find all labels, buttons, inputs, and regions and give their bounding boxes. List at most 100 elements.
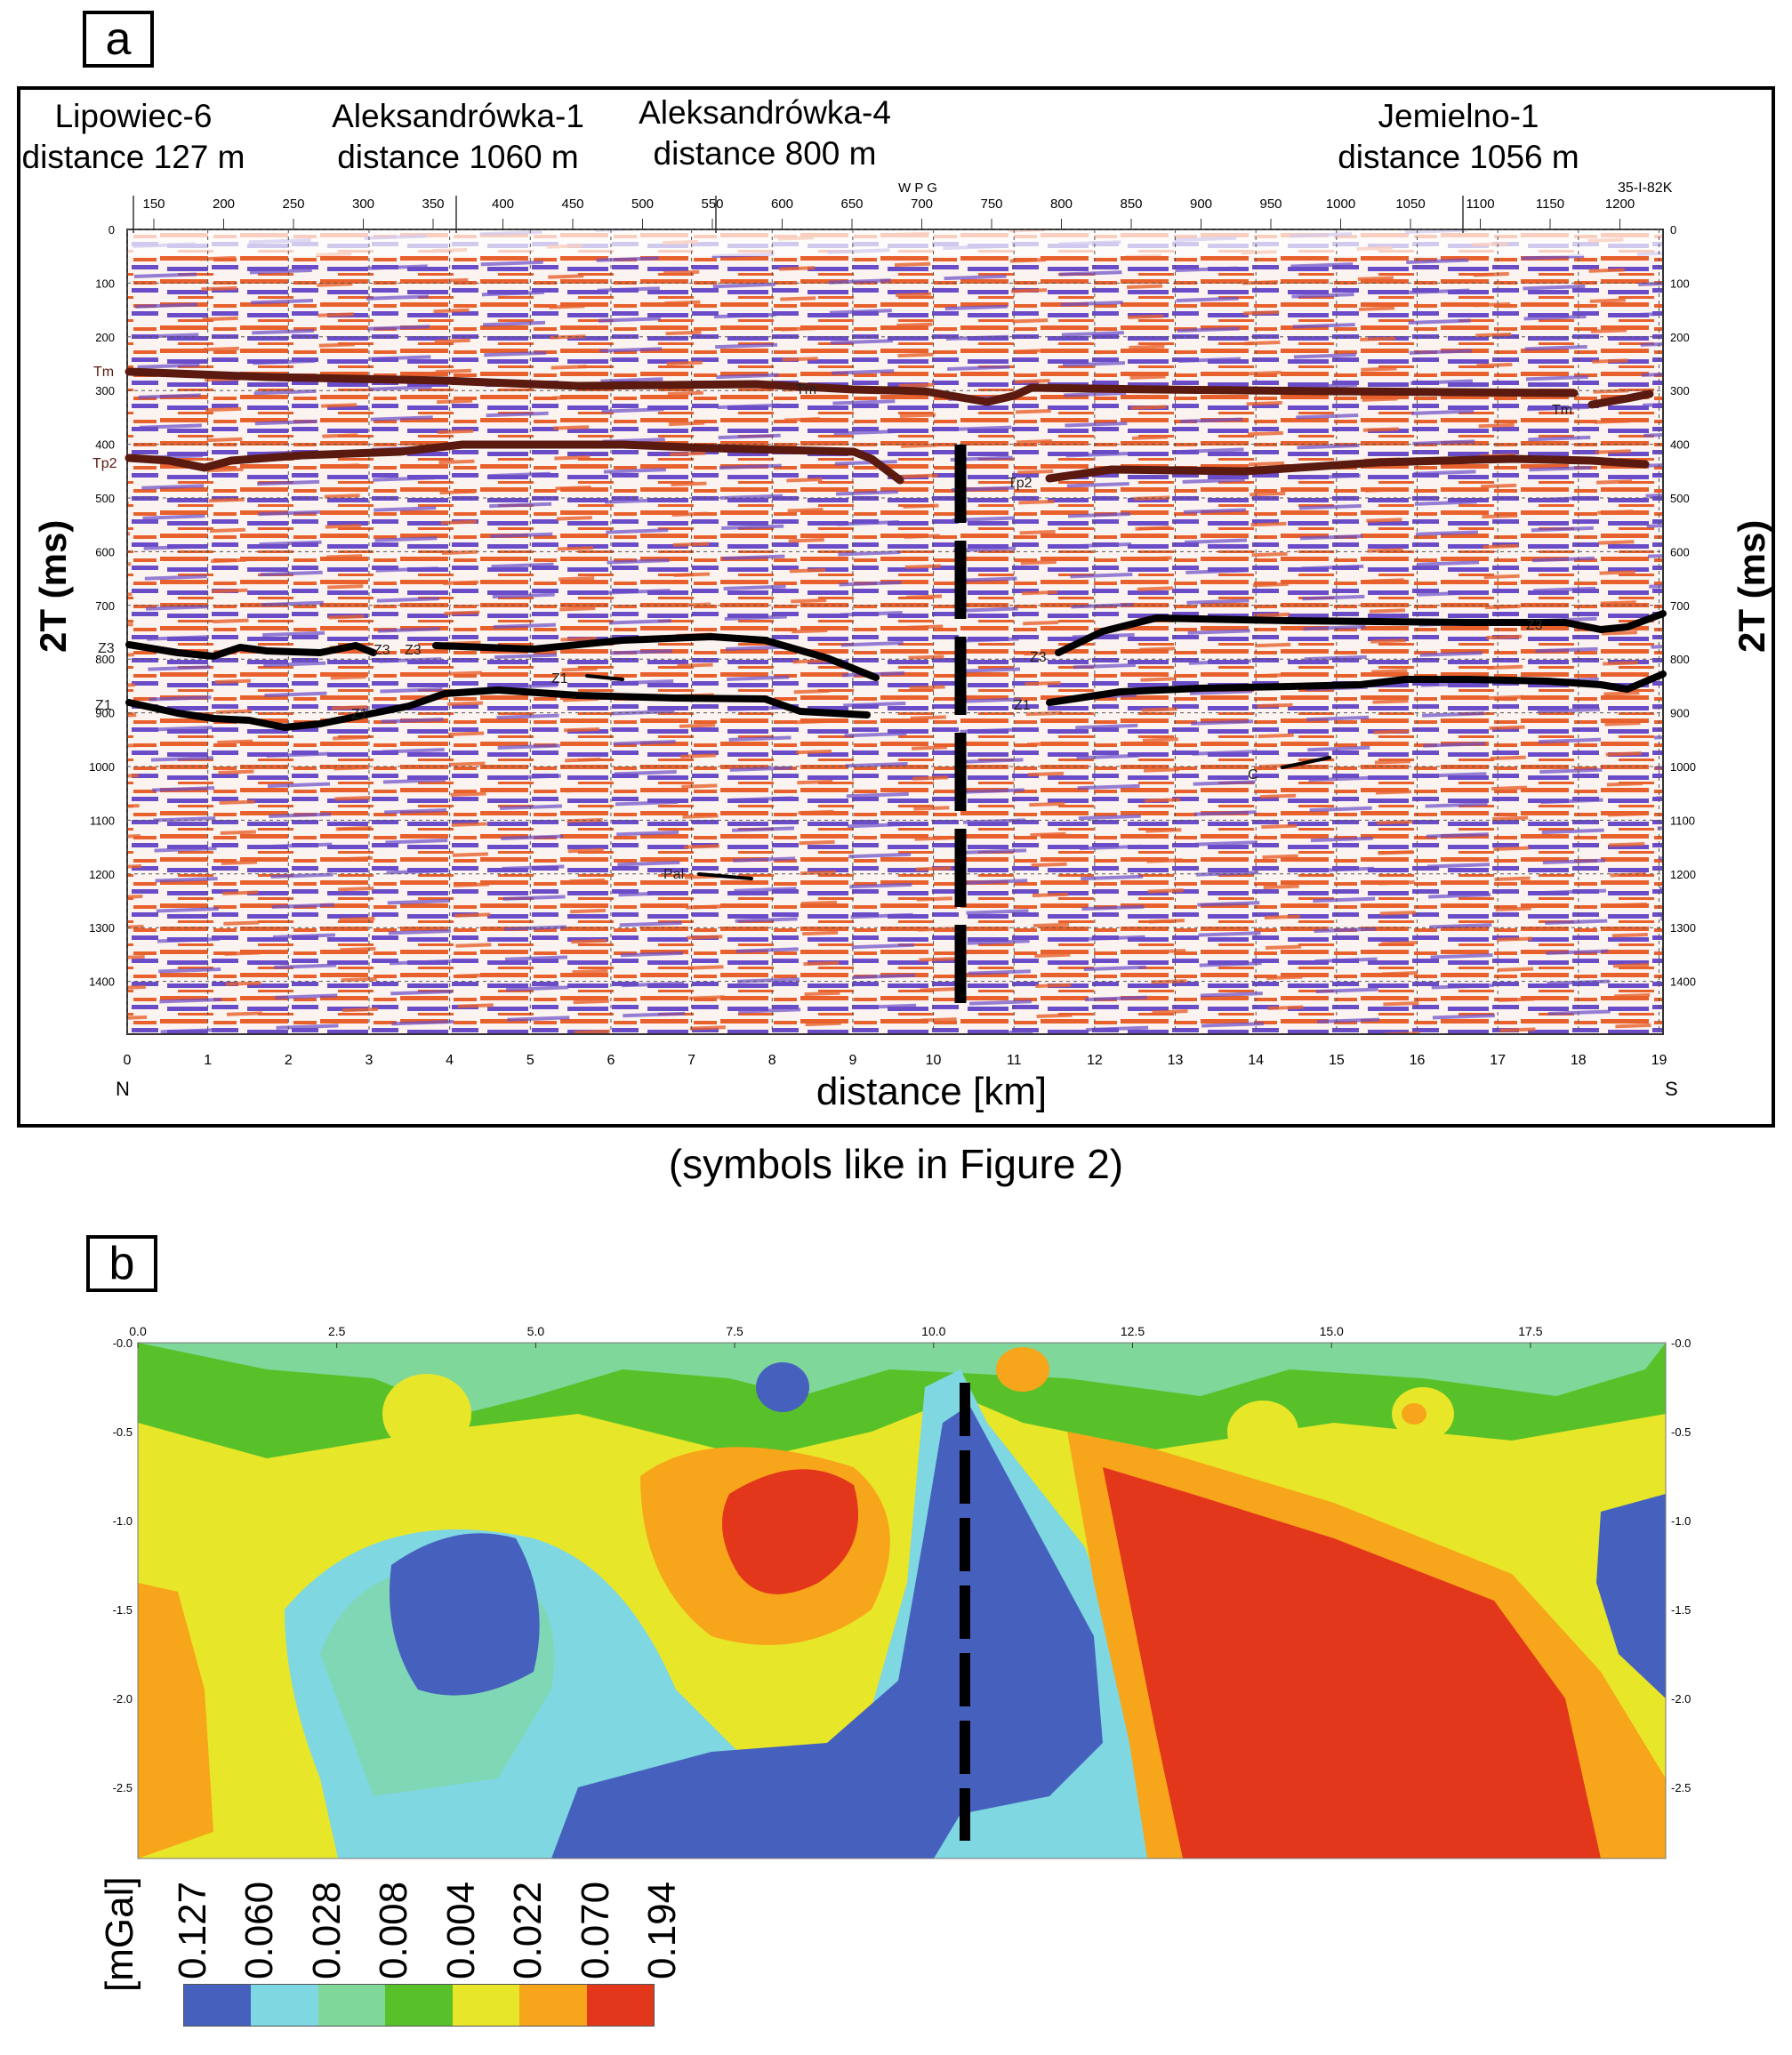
cdp-tick: 1000	[1326, 197, 1355, 212]
contour-patch	[1227, 1401, 1298, 1463]
time-tick-left: 1400	[89, 975, 115, 989]
time-tick-right: 800	[1670, 653, 1690, 666]
cdp-tick: 500	[631, 197, 654, 212]
well-distance: distance 1060 m	[337, 139, 579, 175]
distance-tick: 13	[1168, 1053, 1184, 1068]
time-tick-right: 1300	[1670, 921, 1696, 935]
well-name: Aleksandrówka-4	[639, 94, 891, 131]
color-scale	[183, 1984, 655, 2027]
time-tick-left: 200	[95, 331, 115, 344]
cdp-tick: 1050	[1395, 197, 1425, 212]
legend-value: 0.004	[438, 1881, 483, 1979]
y-axis-label-right: 2T (ms)	[1731, 519, 1772, 653]
legend-swatch	[452, 1985, 520, 2026]
legend-value: 0.060	[237, 1881, 282, 1979]
cdp-tick: 250	[282, 197, 304, 212]
grid-a	[126, 229, 1663, 1034]
time-tick-left: 1300	[89, 921, 115, 935]
x-tick: 0.0	[129, 1324, 147, 1338]
time-tick-right: 600	[1670, 545, 1690, 558]
horizon-label: C	[1248, 767, 1258, 783]
horizon-z3-right	[1055, 610, 1667, 656]
y-tick-left: -1.0	[113, 1514, 133, 1528]
x-tick: 5.0	[527, 1324, 545, 1338]
distance-tick: 19	[1651, 1053, 1667, 1068]
horizon-tm-right	[1587, 389, 1654, 409]
distance-tick: 7	[687, 1053, 695, 1068]
time-tick-left: 0	[108, 223, 115, 237]
contour-patch	[756, 1362, 809, 1412]
seismic-top-gap	[127, 229, 1663, 256]
distance-tick: 12	[1087, 1053, 1103, 1068]
horizon-label: Z1	[1014, 698, 1031, 713]
panel-a-tag: a	[83, 11, 154, 68]
distance-tick: 11	[1007, 1053, 1022, 1068]
time-tick-right: 1200	[1670, 868, 1696, 881]
cdp-tick: 700	[911, 197, 933, 212]
horizon-label: Z3	[1030, 650, 1047, 665]
legend-swatch	[519, 1985, 587, 2026]
horizon-label: Tm	[796, 382, 816, 397]
time-tick-right: 300	[1670, 384, 1690, 397]
time-tick-left: 800	[95, 653, 115, 666]
cdp-tick: 800	[1050, 197, 1073, 212]
distance-tick: 17	[1490, 1053, 1506, 1068]
distance-tick: 16	[1410, 1053, 1426, 1068]
time-tick-right: 700	[1670, 599, 1690, 613]
legend-value: 0.070	[573, 1881, 617, 1979]
horizon-pal-short	[697, 872, 753, 880]
cdp-tick: 900	[1190, 197, 1212, 212]
panel-b-tag: b	[86, 1235, 157, 1292]
horizon-label: Z1	[95, 698, 112, 713]
contour-patch	[1402, 1403, 1426, 1425]
map-frame	[137, 1342, 1667, 1859]
y-tick-left: -2.0	[113, 1692, 133, 1706]
cdp-tick: 1150	[1536, 197, 1564, 212]
horizon-label: Z3	[405, 643, 422, 658]
horizon-label: Tp2	[92, 456, 117, 471]
time-tick-left: 1200	[89, 868, 115, 881]
north-label: N	[116, 1078, 130, 1100]
distance-tick: 18	[1571, 1053, 1587, 1068]
y-tick-right: -2.0	[1671, 1692, 1691, 1706]
distance-tick: 15	[1329, 1053, 1345, 1068]
cdp-tick: 450	[561, 197, 583, 212]
wpg-marker: W P G	[898, 181, 937, 196]
horizon-label: Tp2	[1008, 476, 1033, 491]
distance-tick: 3	[366, 1053, 374, 1068]
horizon-z1-short	[585, 674, 624, 681]
time-tick-right: 100	[1670, 277, 1690, 290]
horizon-label: Pal	[663, 867, 684, 882]
time-tick-left: 1000	[89, 760, 115, 774]
horizon-c-short	[1281, 756, 1331, 769]
contour-blue-right	[1596, 1494, 1666, 1698]
horizon-tp2-right	[1045, 454, 1650, 483]
distance-tick: 4	[446, 1053, 454, 1068]
legend-swatch	[317, 1985, 386, 2026]
legend-swatch	[251, 1985, 318, 2026]
y-tick-right: -2.5	[1671, 1781, 1691, 1794]
cdp-tick: 1100	[1466, 197, 1494, 212]
horizons	[125, 367, 1667, 880]
x-tick: 15.0	[1320, 1324, 1344, 1338]
distance-tick: 0	[124, 1053, 132, 1068]
time-tick-left: 500	[95, 492, 115, 505]
y-tick-right: -0.0	[1671, 1337, 1691, 1350]
x-tick: 12.5	[1121, 1324, 1145, 1338]
horizon-label: Z3	[374, 643, 390, 658]
well-label-lipowiec: Lipowiec-6 distance 127 m	[18, 96, 249, 178]
y-tick-left: -0.0	[113, 1337, 133, 1350]
time-tick-right: 1000	[1670, 760, 1696, 774]
distance-tick: 14	[1248, 1053, 1264, 1068]
legend-value: 0.194	[640, 1881, 684, 1979]
distance-tick: 6	[607, 1053, 615, 1068]
time-tick-right: 500	[1670, 492, 1690, 505]
horizon-z3-left	[125, 641, 377, 660]
distance-tick: 1	[204, 1053, 212, 1068]
line-id: 35-I-82K	[1618, 181, 1673, 196]
legend-swatch	[586, 1985, 654, 2026]
distance-tick: 9	[848, 1053, 856, 1068]
horizon-tm-left	[125, 367, 1579, 406]
